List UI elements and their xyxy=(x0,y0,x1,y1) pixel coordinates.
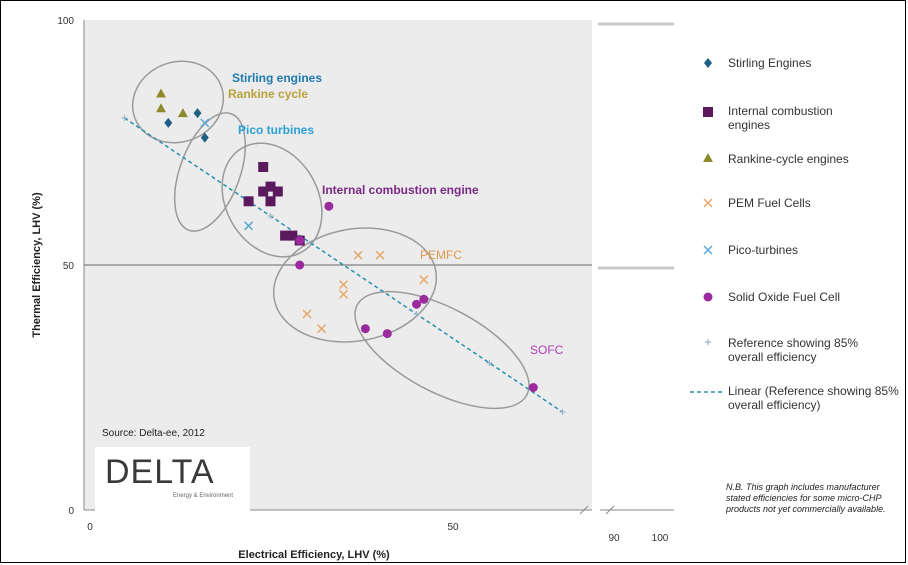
ellipse-sofc xyxy=(354,290,530,410)
data-point-x xyxy=(375,250,385,260)
plot-area-right xyxy=(598,20,674,510)
data-point-triangle xyxy=(156,103,166,113)
data-point-x xyxy=(302,309,312,319)
data-point-x xyxy=(353,250,363,260)
data-point-plus xyxy=(413,311,420,317)
legend-marker-circle xyxy=(703,292,713,302)
region-label-ice: Internal combustion engine xyxy=(322,183,479,197)
axis-break-mark xyxy=(605,505,615,515)
data-point-x xyxy=(317,324,327,334)
x-axis-title: Electrical Efficiency, LHV (%) xyxy=(238,549,390,561)
footnote: N.B. This graph includes manufacturer st… xyxy=(726,482,886,514)
y-tick-label: 50 xyxy=(63,261,75,272)
legend-marker-square xyxy=(703,107,713,117)
legend-label-reference: Reference showing 85% overall efficiency xyxy=(728,336,859,364)
data-point-circle xyxy=(528,383,538,392)
legend-marker-x xyxy=(703,245,713,255)
x-tick-label: 0 xyxy=(87,522,93,533)
data-point-x xyxy=(244,221,254,231)
data-point-x xyxy=(338,280,349,290)
reference-line xyxy=(124,117,563,413)
data-point-triangle xyxy=(156,88,166,98)
data-markers xyxy=(121,88,566,415)
data-point-x xyxy=(419,275,429,285)
data-point-plus xyxy=(559,409,566,415)
data-point-plus xyxy=(267,213,274,219)
region-label-rankine: Rankine cycle xyxy=(228,87,308,101)
delta-logo: DELTA Energy & Environment xyxy=(95,447,250,513)
legend-label-rankine: Rankine-cycle engines xyxy=(728,152,849,166)
region-label-pemfc: PEMFC xyxy=(420,248,462,262)
x-tick-label: 100 xyxy=(652,533,669,544)
data-point-square xyxy=(280,230,291,241)
legend-label-stirling: Stirling Engines xyxy=(728,56,812,70)
region-label-pico: Pico turbines xyxy=(238,123,314,137)
ellipse-pico xyxy=(173,112,247,232)
legend-label-sofc: Solid Oxide Fuel Cell xyxy=(728,290,841,304)
logo-tagline: Energy & Environment xyxy=(173,493,234,499)
region-ellipses xyxy=(131,60,530,410)
data-point-circle xyxy=(419,294,429,304)
data-point-circle xyxy=(412,299,421,309)
data-point-circle xyxy=(295,260,305,270)
legend-marker-diamond xyxy=(704,58,712,68)
data-point-circle xyxy=(324,201,334,211)
data-point-circle xyxy=(360,324,370,334)
source-label: Source: Delta-ee, 2012 xyxy=(102,428,205,439)
x-tick-label: 50 xyxy=(447,522,459,533)
linear-trendline xyxy=(124,117,563,413)
x-tick-label: 90 xyxy=(608,533,620,544)
region-label-sofc: SOFC xyxy=(530,343,564,357)
ellipse-ice xyxy=(221,142,323,258)
data-point-square xyxy=(265,196,276,207)
data-point-plus xyxy=(121,115,128,121)
data-point-diamond xyxy=(164,117,173,128)
y-tick-label: 0 xyxy=(68,506,74,517)
data-point-diamond xyxy=(193,108,202,119)
data-point-square xyxy=(287,230,298,241)
data-point-circle xyxy=(382,329,392,339)
legend-marker-triangle xyxy=(703,153,713,162)
region-label-stirling: Stirling engines xyxy=(232,71,322,85)
logo-wordmark: DELTA xyxy=(105,453,215,491)
axis-break-mark xyxy=(579,505,589,515)
data-point-square xyxy=(258,186,269,197)
legend-markers xyxy=(690,58,724,393)
data-point-square xyxy=(243,196,254,207)
y-tick-label: 100 xyxy=(57,16,74,27)
data-point-square xyxy=(258,162,269,172)
data-point-triangle xyxy=(177,108,188,118)
legend-label-ice: Internal combustion engines xyxy=(728,104,833,132)
legend-label-linear: Linear (Reference showing 85% overall ef… xyxy=(728,384,899,412)
data-point-square xyxy=(272,186,283,197)
data-point-square xyxy=(265,181,276,192)
data-point-diamond xyxy=(200,132,209,143)
legend-label-pem: PEM Fuel Cells xyxy=(728,196,811,210)
legend-marker-x xyxy=(703,198,713,208)
data-point-x xyxy=(338,289,349,299)
y-axis-title: Thermal Efficiency, LHV (%) xyxy=(31,192,43,338)
data-point-circle xyxy=(295,236,305,245)
data-point-plus xyxy=(486,360,493,366)
legend-label-pico: Pico-turbines xyxy=(728,243,799,257)
legend-marker-plus xyxy=(705,339,711,345)
data-point-x xyxy=(200,118,210,128)
